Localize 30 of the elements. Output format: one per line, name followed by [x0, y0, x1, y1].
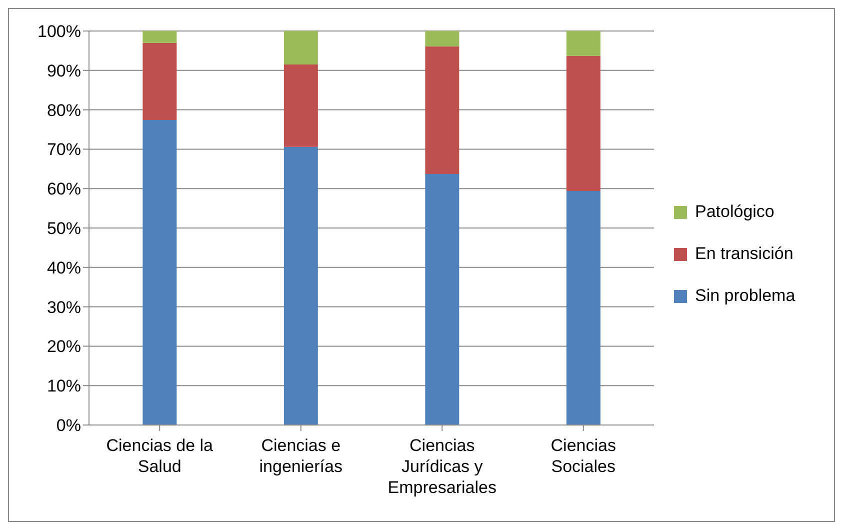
- bar: [284, 31, 318, 64]
- bar: [142, 31, 177, 43]
- bar: [425, 174, 460, 425]
- bar: [425, 46, 460, 174]
- legend-label: En transición: [695, 244, 794, 264]
- y-tick-label: 60%: [46, 180, 81, 199]
- bar: [566, 190, 600, 425]
- y-tick-label: 0%: [56, 416, 81, 436]
- y-tick-label: 100%: [38, 22, 81, 42]
- bar: [425, 31, 460, 46]
- bar: [566, 31, 600, 56]
- x-tick-label: Ciencias de la Salud: [106, 436, 214, 476]
- legend-label: Sin problema: [695, 286, 796, 306]
- y-tick-label: 80%: [46, 100, 81, 120]
- bar: [142, 42, 177, 120]
- y-tick-label: 70%: [46, 140, 81, 160]
- y-tick-label: 30%: [46, 298, 81, 317]
- x-tick-label: Ciencias e ingenierías: [259, 436, 342, 476]
- y-tick-label: 20%: [46, 337, 81, 356]
- y-tick-label: 10%: [46, 376, 81, 396]
- x-tick-label: Ciencias Sociales: [550, 436, 616, 476]
- bar: [566, 56, 600, 191]
- bar: [284, 146, 318, 425]
- x-tick-label: Ciencias Jurídicas y Empresariales: [388, 436, 496, 497]
- legend-label: Patológico: [695, 202, 774, 222]
- y-tick-label: 40%: [46, 258, 81, 278]
- y-tick-label: 90%: [46, 61, 81, 80]
- y-tick-label: 50%: [46, 219, 81, 238]
- bar: [142, 120, 177, 425]
- bar: [284, 64, 318, 147]
